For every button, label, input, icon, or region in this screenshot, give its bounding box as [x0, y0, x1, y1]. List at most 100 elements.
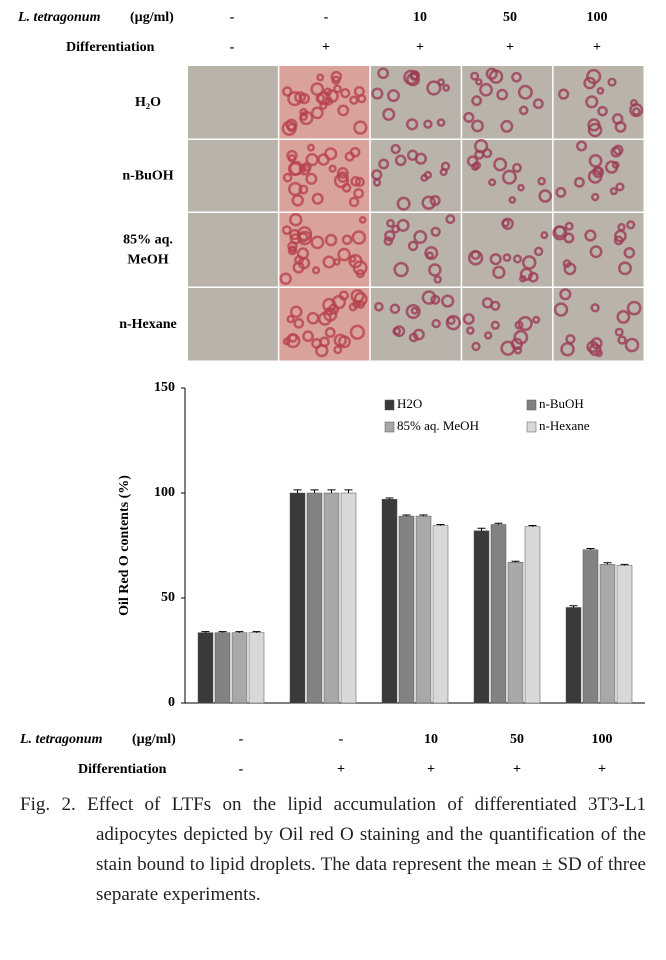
lipid-droplet: [282, 86, 293, 97]
species-label: L. tetragonum: [19, 732, 103, 747]
lipid-droplet: [405, 303, 421, 320]
bar: [197, 632, 214, 704]
micrograph: [188, 213, 278, 287]
lipid-droplet: [349, 95, 359, 105]
lipid-droplet: [331, 75, 341, 85]
lipid-droplet: [445, 214, 456, 225]
lipid-droplet: [390, 143, 401, 155]
y-tick-label: 150: [154, 380, 175, 395]
lipid-droplet: [348, 253, 363, 269]
lipid-droplet: [408, 332, 419, 343]
lipid-droplet: [431, 318, 441, 329]
bar: [473, 530, 490, 704]
dose: -: [339, 732, 344, 747]
lipid-droplet: [489, 253, 502, 266]
lipid-droplet: [294, 255, 304, 266]
lipid-droplet: [555, 186, 567, 198]
lipid-droplet: [305, 172, 318, 185]
lipid-droplet: [587, 122, 603, 138]
lipid-droplet: [517, 315, 533, 332]
bar: [231, 632, 248, 704]
lipid-droplet: [325, 89, 339, 103]
lipid-droplet: [356, 300, 366, 309]
lipid-droplet: [493, 157, 508, 172]
micrograph: [188, 288, 278, 361]
lipid-droplet: [475, 78, 483, 86]
error-bar: [511, 560, 520, 563]
lipid-droplet: [310, 106, 324, 120]
bar: [565, 607, 582, 704]
lipid-droplet: [483, 331, 493, 340]
differentiation: -: [239, 762, 244, 777]
legend-label: H2O: [397, 396, 422, 411]
differentiation: +: [416, 40, 424, 55]
lipid-droplet: [413, 230, 428, 245]
lipid-droplet: [426, 80, 442, 96]
lipid-droplet: [553, 302, 569, 317]
lipid-droplet: [337, 247, 351, 262]
lipid-droplet: [294, 91, 306, 104]
lipid-droplet: [612, 144, 624, 156]
lipid-droplet: [315, 343, 329, 358]
lipid-droplet: [281, 225, 292, 236]
lipid-droplet: [616, 310, 631, 324]
dose: 50: [510, 732, 524, 747]
error-bar: [327, 489, 336, 493]
lipid-droplet: [512, 254, 523, 264]
lipid-droplet: [349, 324, 366, 340]
lipid-droplet: [351, 230, 367, 245]
lipid-droplet: [374, 301, 384, 312]
error-bar: [235, 631, 244, 633]
lipid-droplet: [532, 315, 541, 324]
lipid-droplet: [552, 225, 568, 241]
lipid-droplet: [288, 245, 297, 254]
lipid-droplet: [441, 294, 455, 308]
legend-label: n-Hexane: [539, 418, 590, 433]
error-bar: [603, 562, 612, 565]
lipid-droplet: [490, 320, 500, 330]
lipid-droplet: [421, 195, 436, 210]
lipid-droplet: [588, 153, 603, 168]
lipid-droplet: [624, 337, 640, 353]
lipid-droplet: [306, 143, 315, 152]
error-bar: [436, 524, 445, 526]
lipid-droplet: [406, 118, 419, 131]
bar: [599, 564, 616, 704]
lipid-droplet: [501, 169, 517, 185]
lipid-droplet: [350, 176, 361, 187]
lipid-droplet: [617, 335, 627, 345]
lipid-droplet: [348, 196, 360, 208]
lipid-droplet: [587, 118, 601, 132]
lipid-droplet: [377, 67, 390, 80]
lipid-droplet: [328, 164, 337, 173]
lipid-droplet: [315, 93, 326, 104]
lipid-droplet: [299, 110, 314, 126]
lipid-droplet: [614, 327, 624, 337]
lipid-droplet: [287, 154, 297, 163]
dose: 10: [413, 10, 427, 25]
lipid-droplet: [433, 275, 442, 284]
lipid-droplet: [527, 271, 539, 283]
lipid-droplet: [382, 107, 396, 121]
lipid-droplet: [592, 166, 605, 179]
lipid-droplet: [626, 220, 636, 230]
error-bar: [310, 489, 319, 493]
bar: [507, 562, 524, 704]
lipid-droplet: [512, 162, 522, 173]
lipid-droplet: [611, 161, 620, 169]
lipid-droplet: [613, 235, 624, 246]
lipid-droplet: [384, 230, 396, 242]
lipid-droplet: [430, 226, 441, 237]
lipid-droplet: [372, 178, 382, 187]
error-bar: [201, 631, 210, 633]
lipid-droplet: [508, 196, 517, 204]
bar: [214, 632, 231, 704]
lipid-droplet: [410, 306, 419, 315]
lipid-droplet: [396, 218, 410, 232]
lipid-droplet: [517, 84, 533, 100]
lipid-droplet: [437, 78, 445, 87]
lipid-droplet: [341, 234, 353, 246]
bar: [340, 492, 357, 704]
lipid-droplet: [353, 120, 368, 135]
lipid-droplet: [358, 216, 367, 224]
